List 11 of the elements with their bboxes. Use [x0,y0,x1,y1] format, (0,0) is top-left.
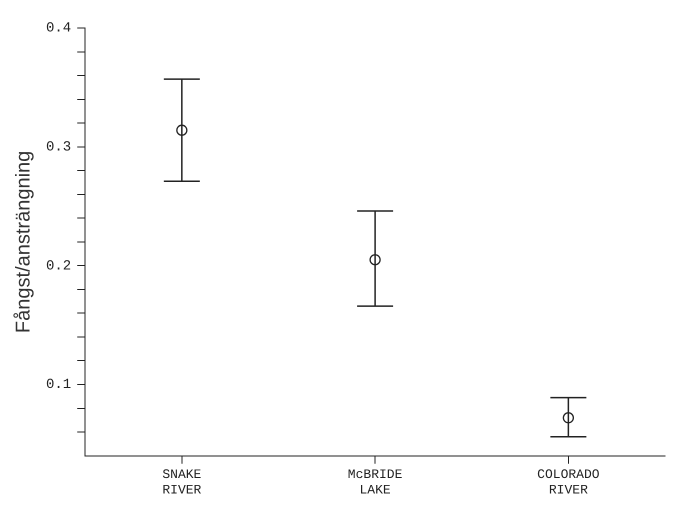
point [369,254,381,266]
x-tick-label: SNAKE RIVER [162,467,202,498]
y-tick-label: 0.1 [46,377,72,394]
y-tick-label: 0.3 [46,140,72,156]
point [562,412,574,424]
y-tick-label: 0.2 [46,258,72,274]
x-tick-label: COLORADO RIVER [537,467,600,498]
point [176,124,188,136]
x-tick-label: McBRIDE LAKE [348,467,403,498]
y-tick-label: 0.4 [46,20,72,37]
y-axis-title: Fångst/ansträngning [12,150,35,334]
